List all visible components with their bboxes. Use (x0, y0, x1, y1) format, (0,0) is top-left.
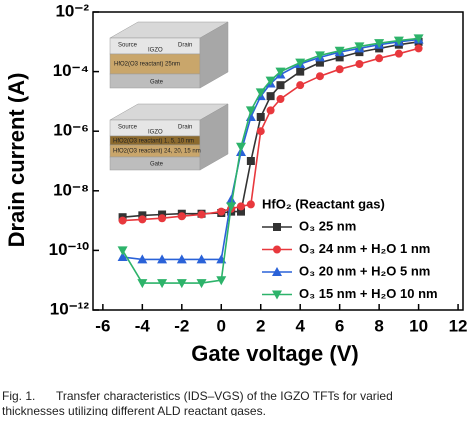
legend-label: O₃ 20 nm + H₂O 5 nm (299, 263, 430, 278)
legend-label: O₃ 15 nm + H₂O 10 nm (299, 286, 438, 301)
legend-marker (272, 267, 282, 276)
inset-label: Drain (178, 125, 192, 131)
legend-marker (272, 290, 282, 300)
legend-label: O₃ 25 nm (299, 218, 356, 233)
marker (266, 92, 275, 101)
caption-text: Transfer characteristics (IDS–VGS) of th… (56, 389, 393, 403)
inset-top: Source IGZO Drain HfO2(O3 reactant) 25nm… (109, 21, 229, 89)
marker (276, 95, 285, 104)
x-tick-label: 4 (295, 316, 305, 335)
caption-label: Fig. 1. (2, 389, 35, 403)
marker (117, 246, 128, 256)
marker (157, 279, 168, 289)
marker (394, 49, 403, 58)
inset-label: HfO2(O3 reactant) 25nm (114, 62, 180, 68)
marker (236, 142, 246, 152)
marker (216, 276, 227, 286)
marker (197, 210, 206, 219)
marker (296, 81, 305, 90)
marker (375, 54, 384, 63)
marker (237, 202, 245, 211)
inset-bottom: Source IGZO Drain HfO2(O3 reactant) 1, 5… (109, 103, 229, 171)
inset-label: IGZO (148, 48, 163, 54)
inset-label: Drain (178, 43, 192, 49)
inset-label: Source (118, 43, 138, 49)
legend-marker (273, 245, 281, 254)
marker (176, 279, 187, 289)
marker (226, 202, 237, 212)
marker (246, 200, 255, 209)
x-tick-label: 0 (217, 316, 226, 335)
x-tick-label: -2 (174, 316, 189, 335)
x-tick-label: 8 (374, 316, 383, 335)
marker (117, 252, 128, 262)
marker (196, 279, 207, 289)
marker (413, 34, 424, 44)
marker (177, 212, 186, 221)
x-axis-label: Gate voltage (V) (191, 341, 358, 366)
inset-label: IGZO (148, 130, 163, 136)
x-tick-label: 6 (335, 316, 344, 335)
y-tick-label: 10⁻⁸ (53, 180, 89, 199)
x-tick-label: -4 (135, 316, 151, 335)
marker (414, 44, 423, 53)
marker (217, 207, 226, 216)
y-tick-label: 10⁻⁴ (53, 61, 89, 80)
marker (276, 81, 285, 90)
inset-label: HfO2(O3 reactant) 24, 20, 15 nm (113, 149, 201, 155)
marker (245, 106, 256, 116)
marker (374, 39, 385, 49)
marker (334, 46, 345, 56)
inset-label: HfO2(O3 reactant) 1, 5, 10 nm (113, 139, 194, 145)
x-tick-label: 12 (449, 316, 468, 335)
legend-title: HfO₂ (Reactant gas) (262, 196, 385, 211)
marker (393, 36, 404, 46)
marker (138, 215, 147, 224)
y-tick-label: 10⁻¹⁰ (49, 240, 90, 259)
caption-text: thicknesses utilizing different ALD reac… (2, 404, 266, 416)
y-axis-label: Drain current (A) (4, 73, 29, 248)
inset-label: Gate (150, 162, 164, 168)
marker (265, 76, 276, 86)
marker (237, 207, 245, 216)
inset-label: Source (118, 125, 138, 131)
marker (335, 65, 344, 74)
marker (354, 42, 365, 52)
marker (275, 67, 286, 77)
marker (176, 254, 187, 264)
legend-marker (273, 223, 281, 231)
inset-shape (199, 103, 229, 171)
marker (315, 72, 324, 81)
marker (296, 67, 305, 76)
y-tick-label: 10⁻⁶ (53, 121, 89, 140)
y-tick-label: 10⁻¹² (50, 299, 90, 318)
x-tick-label: 10 (409, 316, 428, 335)
marker (246, 157, 255, 165)
legend-label: O₃ 24 nm + H₂O 1 nm (299, 241, 430, 256)
x-tick-label: 2 (256, 316, 265, 335)
marker (137, 254, 148, 264)
marker (118, 216, 127, 225)
y-tick-label: 10⁻² (55, 1, 89, 20)
marker (335, 53, 344, 62)
marker (256, 112, 265, 121)
marker (314, 51, 325, 61)
inset-label: Gate (150, 80, 164, 86)
x-tick-label: -6 (95, 316, 110, 335)
marker (256, 127, 265, 136)
marker (138, 211, 147, 220)
marker (157, 254, 168, 264)
marker (226, 194, 237, 204)
inset-shape (199, 21, 229, 89)
marker (266, 106, 275, 115)
marker (315, 58, 324, 67)
marker (355, 59, 364, 68)
plot-frame (92, 11, 464, 311)
marker (295, 58, 306, 68)
marker (255, 88, 266, 98)
marker (158, 214, 167, 223)
marker (196, 254, 207, 264)
marker (137, 279, 148, 289)
